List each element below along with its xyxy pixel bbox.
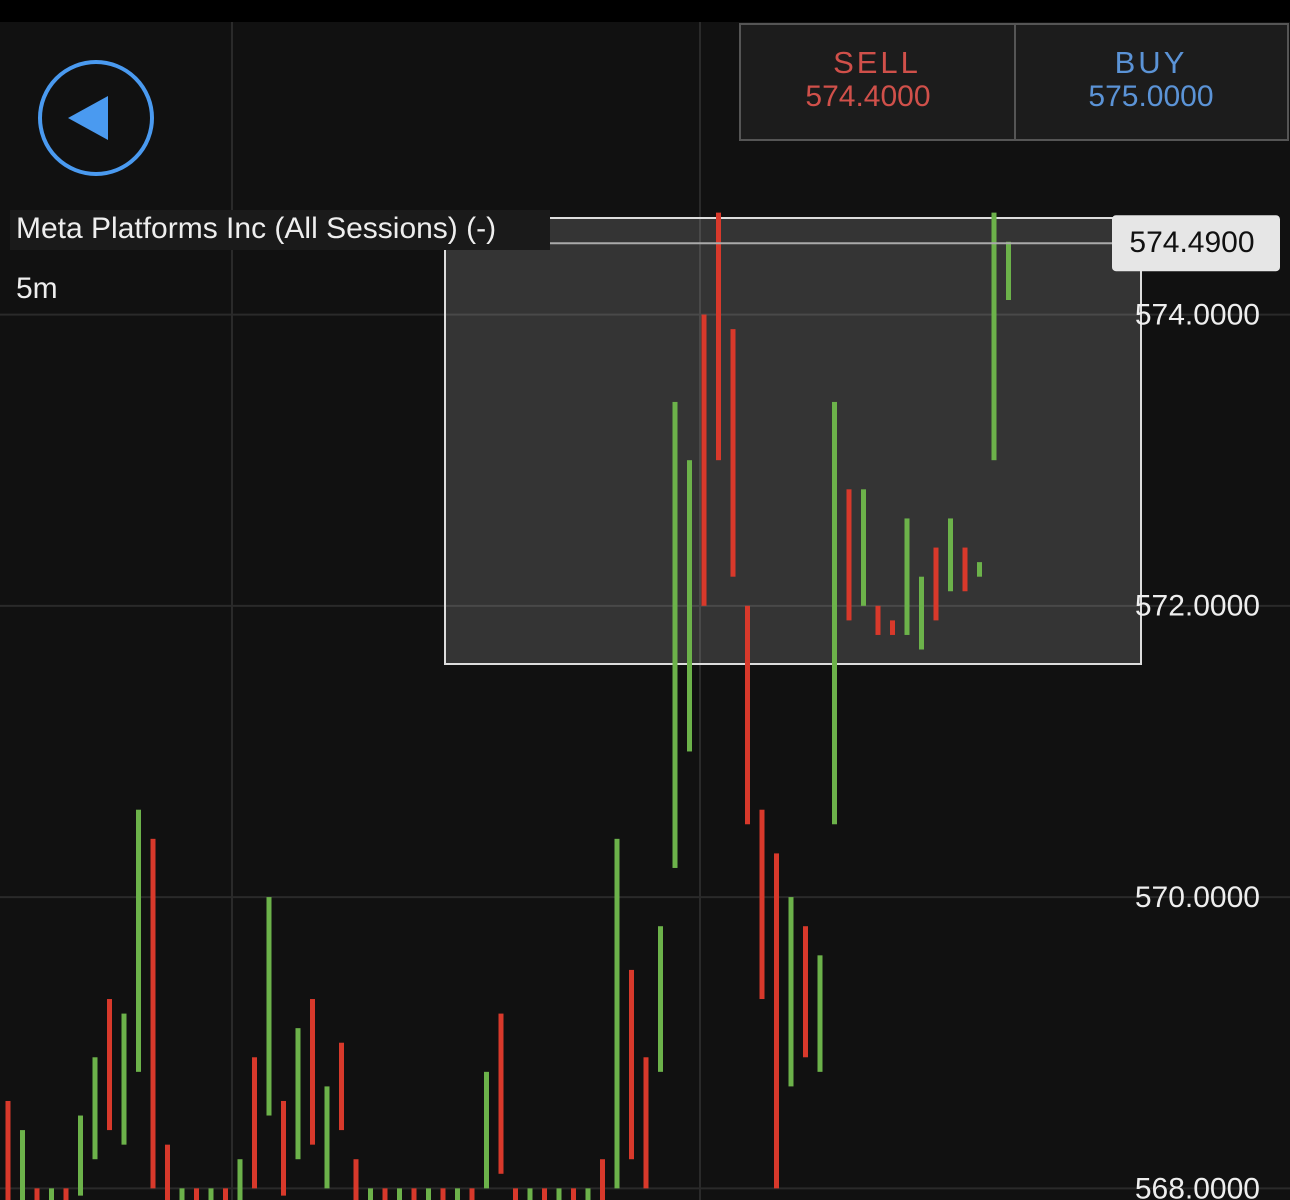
candle [933, 547, 939, 621]
candle [440, 1188, 446, 1200]
candle [513, 1188, 518, 1200]
candle [5, 1100, 11, 1200]
candle [121, 1013, 127, 1145]
back-button[interactable] [38, 60, 154, 176]
candle [962, 547, 968, 592]
buy-button[interactable] [1014, 23, 1289, 141]
buy-label: BUY [1115, 45, 1188, 80]
candle [397, 1188, 402, 1200]
candle [687, 460, 692, 752]
candle [919, 576, 924, 650]
candle [585, 1188, 591, 1200]
instrument-title: Meta Platforms Inc (All Sessions) (-) [16, 212, 496, 245]
sell-label: SELL [833, 45, 921, 80]
interval: 5m [16, 272, 58, 305]
candle [469, 1188, 475, 1200]
candle [716, 212, 721, 461]
candle [136, 809, 141, 1072]
candle [179, 1188, 185, 1200]
y-tick-label: 568.0000 [1135, 1172, 1260, 1200]
candle [498, 1013, 504, 1174]
candle [194, 1188, 199, 1200]
candle [948, 518, 953, 592]
candle [266, 897, 272, 1116]
candle [890, 620, 895, 635]
candle [382, 1188, 388, 1200]
candle [759, 809, 765, 1000]
candle [745, 605, 750, 825]
candle [339, 1042, 344, 1131]
candle [49, 1188, 54, 1200]
candle [774, 853, 779, 1189]
candle [353, 1159, 359, 1200]
candle [20, 1130, 25, 1200]
candle [310, 999, 315, 1145]
candle [991, 212, 997, 461]
candle [165, 1144, 170, 1200]
candle [252, 1057, 257, 1189]
candle [875, 605, 881, 635]
candle [455, 1188, 460, 1200]
candle [571, 1188, 576, 1200]
candle [788, 897, 794, 1087]
last-price-label: 574.4900 [1129, 226, 1254, 259]
y-tick-label: 572.0000 [1135, 590, 1260, 623]
candle [817, 955, 823, 1072]
candle [600, 1159, 605, 1200]
candle [658, 926, 663, 1072]
candle [92, 1057, 98, 1160]
candle [281, 1100, 286, 1196]
candle [237, 1159, 243, 1200]
candle [78, 1115, 83, 1196]
buy-price: 575.0000 [1088, 80, 1213, 113]
candle [701, 314, 707, 606]
candle [208, 1188, 214, 1200]
status-bar [0, 0, 1290, 22]
candle [542, 1188, 547, 1200]
candle [832, 401, 837, 825]
candle [223, 1188, 228, 1200]
candle [484, 1071, 489, 1189]
candle [730, 329, 736, 577]
candle [904, 518, 910, 635]
last-price-box [1112, 215, 1280, 272]
candle [629, 969, 634, 1160]
y-tick-label: 574.0000 [1135, 298, 1260, 331]
candle [643, 1057, 649, 1189]
candle [861, 489, 866, 606]
sell-price: 574.4000 [805, 80, 930, 113]
candle [368, 1188, 373, 1200]
candle [527, 1188, 533, 1200]
candle [556, 1188, 562, 1200]
candle [803, 926, 808, 1058]
candle [614, 838, 620, 1189]
y-tick-label: 570.0000 [1135, 881, 1260, 914]
candle [672, 401, 678, 868]
back-arrow [68, 96, 108, 140]
candle [107, 999, 112, 1131]
candle [34, 1188, 40, 1200]
candle [150, 838, 156, 1189]
sell-button[interactable] [739, 23, 1016, 141]
candle [1006, 241, 1011, 300]
candle [411, 1188, 417, 1200]
candle [426, 1188, 431, 1200]
candle [846, 489, 852, 621]
candle [63, 1188, 69, 1200]
candle [295, 1028, 301, 1160]
candle [977, 562, 982, 577]
title-box [10, 210, 550, 250]
selection-box[interactable] [444, 217, 1142, 665]
candle [324, 1086, 330, 1189]
